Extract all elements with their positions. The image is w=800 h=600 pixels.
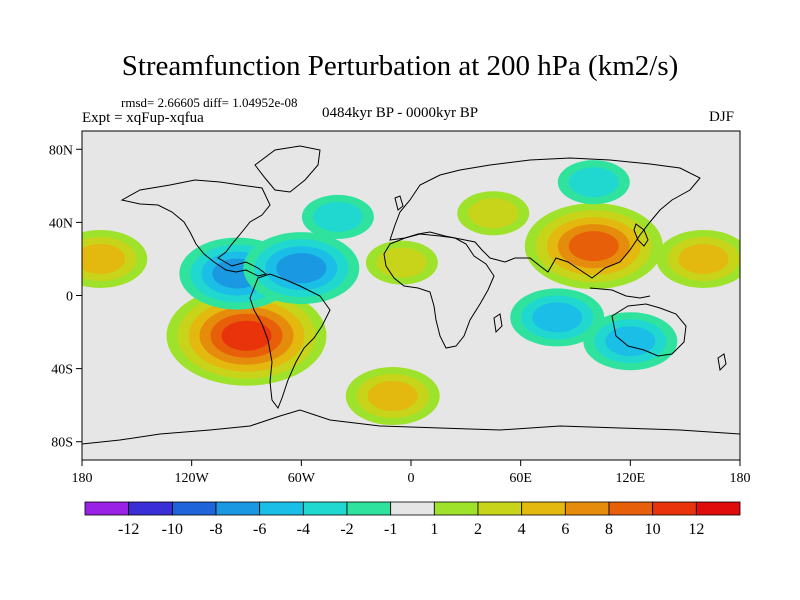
- x-tick-label: 0: [408, 471, 415, 486]
- coastline-new-zealand: [717, 353, 727, 372]
- siberia-low: [557, 160, 630, 205]
- south-america-anticyclone-level: [221, 320, 272, 351]
- experiment-label: Expt = xqFup-xqfua: [82, 110, 204, 126]
- colorbar-label: -12: [118, 521, 139, 538]
- west-africa-high-level: [376, 247, 427, 278]
- axes: 180 120W 60W 0 60E 120E 180 80N 40N 0 40S 80S: [49, 143, 751, 486]
- colorbar-label: -6: [253, 521, 266, 538]
- coastline-africa: [383, 233, 495, 349]
- colorbar: -12 -10 -8 -6 -4 -2 -1 1 2 4 6 8 10 12: [84, 501, 741, 538]
- colorbar-label: -2: [340, 521, 353, 538]
- colorbar-label: -8: [209, 521, 222, 538]
- north-pacific-high-level: [678, 243, 729, 274]
- colorbar-swatch: [695, 501, 741, 516]
- arabia-high: [457, 191, 530, 236]
- x-tick-label: 180: [730, 471, 751, 486]
- colorbar-label: -1: [384, 521, 397, 538]
- contour-fields: [82, 160, 740, 426]
- colorbar-swatch: [84, 501, 130, 516]
- arabia-high-level: [468, 198, 519, 229]
- colorbar-label: -10: [162, 521, 183, 538]
- north-atlantic-cyclone: [301, 194, 374, 239]
- colorbar-label: 6: [561, 521, 569, 538]
- y-tick-label: 40N: [49, 216, 73, 231]
- indian-ocean-cyclone-level: [532, 302, 583, 333]
- x-tick-label: 120E: [616, 471, 646, 486]
- coastline-greenland: [254, 145, 321, 193]
- colorbar-swatch: [564, 501, 610, 516]
- colorbar-label: 2: [474, 521, 482, 538]
- indian-ocean-cyclone: [510, 288, 605, 347]
- southern-atlantic-anticyclone-level: [367, 381, 418, 412]
- colorbar-swatch: [477, 501, 523, 516]
- colorbar-swatch: [128, 501, 173, 516]
- colorbar-swatch: [346, 501, 392, 516]
- y-tick-label: 0: [66, 290, 73, 305]
- coastline-uk: [394, 195, 404, 211]
- stats-text: rmsd= 2.66605 diff= 1.04952e-08: [121, 95, 298, 110]
- south-america-anticyclone: [166, 285, 327, 386]
- period-label: 0484kyr BP - 0000kyr BP: [322, 105, 479, 121]
- colorbar-label: 8: [605, 521, 613, 538]
- west-africa-high: [365, 240, 438, 285]
- australia-cyclone-level: [605, 326, 656, 357]
- siberia-low-level: [568, 167, 619, 198]
- coastline-north-america: [120, 179, 271, 277]
- y-tick-label: 40S: [51, 363, 73, 378]
- colorbar-swatch: [608, 501, 654, 516]
- colorbar-label: -4: [297, 521, 310, 538]
- asia-anticyclone-level: [568, 231, 619, 262]
- coastline-australia: [611, 303, 687, 357]
- coastline-indonesia: [589, 287, 651, 299]
- season-label: DJF: [709, 109, 735, 125]
- colorbar-swatch: [390, 501, 435, 516]
- colorbar-swatch: [652, 501, 697, 516]
- central-pacific-high-level: [82, 243, 126, 274]
- australia-cyclone: [583, 312, 678, 371]
- x-tick-label: 120W: [175, 471, 210, 486]
- coastline-antarctica: [82, 409, 740, 445]
- colorbar-label: 1: [430, 521, 438, 538]
- x-tick-label: 60W: [288, 471, 316, 486]
- caribbean-cyclone-level: [276, 253, 327, 284]
- y-tick-label: 80N: [49, 143, 73, 158]
- caribbean-cyclone: [243, 232, 360, 305]
- colorbar-label: 4: [518, 521, 526, 538]
- x-tick-label: 60E: [509, 471, 532, 486]
- colorbar-swatch: [259, 501, 304, 516]
- colorbar-swatch: [433, 501, 479, 516]
- colorbar-label: 12: [688, 521, 704, 538]
- coastlines: [82, 145, 740, 445]
- chart-title: Streamfunction Perturbation at 200 hPa (…: [121, 50, 679, 82]
- x-tick-label: 180: [72, 471, 93, 486]
- southern-atlantic-anticyclone: [345, 367, 440, 426]
- asia-anticyclone: [524, 203, 663, 290]
- coastline-eurasia: [389, 157, 701, 279]
- y-tick-label: 80S: [51, 436, 73, 451]
- colorbar-swatch: [215, 501, 261, 516]
- coastline-madagascar: [493, 313, 503, 334]
- central-pacific-high: [82, 229, 148, 288]
- colorbar-swatch: [171, 501, 217, 516]
- north-pacific-high: [656, 229, 740, 288]
- coastline-japan: [633, 223, 649, 247]
- colorbar-label: 10: [645, 521, 661, 538]
- north-atlantic-cyclone-level: [312, 201, 363, 232]
- colorbar-swatch: [302, 501, 348, 516]
- coastline-south-america: [249, 273, 331, 410]
- colorbar-swatch: [521, 501, 566, 516]
